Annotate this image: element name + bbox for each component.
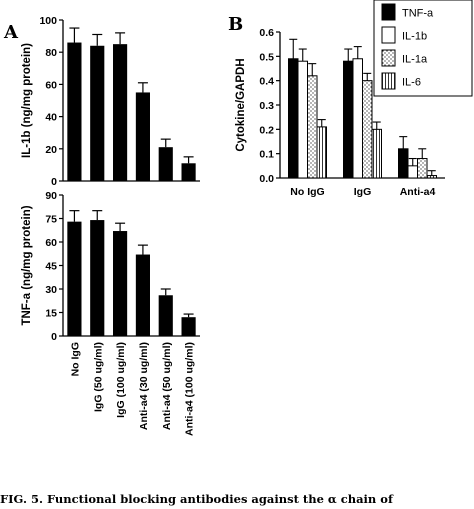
bar xyxy=(90,45,105,182)
y-tick-label: 20 xyxy=(45,144,57,156)
y-tick-label: 15 xyxy=(45,308,57,320)
y-tick-label: 75 xyxy=(45,214,57,226)
y-tick-label: 0 xyxy=(51,176,57,188)
legend-swatch-tnf-a xyxy=(381,3,396,21)
il1b-bar-chart: 0 20 40 60 80 100 IL-1b (ng/mg protein) xyxy=(21,15,200,188)
panel-label-a: A xyxy=(3,22,19,43)
legend-swatch-il-1b xyxy=(381,26,396,44)
legend-label: IL-6 xyxy=(402,77,421,89)
y-tick-label: 60 xyxy=(45,79,57,91)
y-tick-label: 0.5 xyxy=(259,51,274,63)
bar-tnf-a xyxy=(288,58,299,179)
y-tick-label: 40 xyxy=(45,112,57,124)
bar-il-1a xyxy=(307,75,318,179)
bar xyxy=(67,42,82,181)
bar-il-1a xyxy=(417,158,428,179)
legend-swatch-il-6 xyxy=(381,72,396,90)
y-tick-label: 90 xyxy=(45,190,57,202)
legend-label: IL-1a xyxy=(402,54,428,66)
legend-label: TNF-a xyxy=(402,8,434,20)
y-axis-title: Cytokine/GAPDH xyxy=(235,58,247,151)
legend-swatch-il-1a xyxy=(381,49,396,67)
y-axis-title: TNF-a (ng/mg protein) xyxy=(21,205,33,325)
y-tick-label: 0 xyxy=(51,331,57,343)
bar-il-1b xyxy=(352,58,363,179)
bar-il-6 xyxy=(426,175,437,179)
y-tick-label: 100 xyxy=(39,15,57,27)
bar xyxy=(135,254,150,336)
tnfa-bar-chart: 0 15 30 45 60 75 90 No IgG IgG (50 ug/ml) IgG (10… xyxy=(21,190,200,436)
panel-label-b: B xyxy=(228,14,243,35)
x-tick-label: Anti-a4 (50 ug/ml) xyxy=(161,342,173,430)
legend-label: IL-1b xyxy=(402,31,427,43)
bar-il-1a xyxy=(362,80,373,179)
x-tick-label: Anti-a4 (30 ug/ml) xyxy=(138,342,150,430)
y-axis-title: IL-1b (ng/mg protein) xyxy=(21,43,33,158)
y-tick-label: 60 xyxy=(45,237,57,249)
y-tick-label: 0.0 xyxy=(259,173,274,185)
y-tick-label: 80 xyxy=(45,47,57,59)
x-tick-label: Anti-a4 (100 ug/ml) xyxy=(184,342,196,436)
cytokine-gapdh-chart: 0.0 0.1 0.2 0.3 0.4 0.5 0.6 No IgG IgG Anti-a4 Cyt… xyxy=(235,27,445,198)
y-tick-label: 30 xyxy=(45,284,57,296)
x-tick-label: Anti-a4 xyxy=(400,186,436,198)
figure-caption: FIG. 5. Functional blocking antibodies a… xyxy=(0,492,394,506)
y-tick-label: 0.6 xyxy=(259,27,274,39)
bar-il-6 xyxy=(371,128,382,179)
x-tick-label: IgG (50 ug/ml) xyxy=(92,342,104,412)
bar xyxy=(113,44,128,182)
x-tick-label: No IgG xyxy=(69,342,81,376)
x-tick-label: No IgG xyxy=(290,186,324,198)
bar-il-1b xyxy=(297,60,308,179)
bar-tnf-a xyxy=(343,60,354,179)
x-tick-label: IgG (100 ug/ml) xyxy=(115,342,127,418)
bar xyxy=(181,317,196,336)
y-tick-label: 0.2 xyxy=(259,124,274,136)
y-tick-label: 0.1 xyxy=(259,149,274,161)
bar xyxy=(67,221,82,336)
bar-tnf-a xyxy=(398,148,409,179)
y-tick-label: 45 xyxy=(45,261,57,273)
bar xyxy=(181,163,196,181)
bar xyxy=(158,147,173,181)
bar-il-6 xyxy=(316,126,327,179)
bar xyxy=(135,92,150,181)
x-tick-label: IgG xyxy=(354,186,372,198)
bar-il-1b xyxy=(407,165,418,179)
chart-legend: TNF-a IL-1b IL-1a IL-6 xyxy=(373,0,473,97)
y-tick-label: 0.4 xyxy=(259,76,274,88)
bar xyxy=(113,231,128,336)
y-tick-label: 0.3 xyxy=(259,100,274,112)
bar xyxy=(158,295,173,336)
bar xyxy=(90,220,105,336)
